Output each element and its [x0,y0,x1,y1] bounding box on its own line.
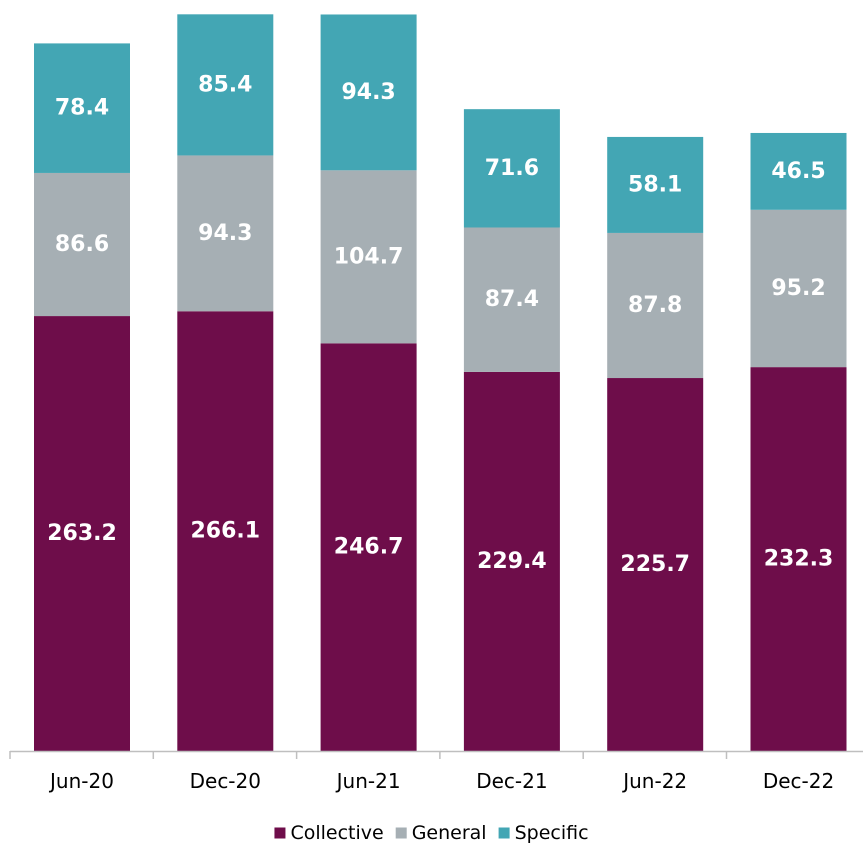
x-tick-label-jun-21: Jun-21 [335,769,401,793]
data-label-collective-jun-20: 263.2 [47,521,117,546]
data-label-collective-dec-22: 232.3 [764,547,834,572]
bar-specific-dec-21 [463,109,560,228]
bar-collective-dec-21 [463,371,560,751]
legend-label-specific: Specific [515,822,589,844]
value-labels-layer: 263.2 86.6 78.4 266.1 94.3 85.4 246.7 104.7 94.3… [47,72,833,577]
data-label-specific-jun-20: 78.4 [55,96,109,121]
data-label-collective-dec-21: 229.4 [477,549,547,574]
data-label-collective-jun-22: 225.7 [620,552,690,577]
data-label-specific-dec-21: 71.6 [485,156,539,181]
bar-collective-dec-20 [177,311,274,751]
x-tick-label-jun-20: Jun-20 [48,769,114,793]
bar-specific-jun-20 [34,43,130,173]
bar-general-dec-21 [463,227,560,372]
legend: Collective General Specific [274,822,589,844]
data-label-specific-jun-22: 58.1 [628,172,682,197]
x-tick-label-dec-20: Dec-20 [190,769,261,793]
bar-collective-dec-22 [750,367,847,751]
x-axis: Jun-20 Dec-20 Jun-21 Dec-21 Jun-22 Dec-22 [9,750,863,793]
legend-swatch-collective [274,827,286,839]
data-label-collective-dec-20: 266.1 [191,519,261,544]
data-label-general-dec-21: 87.4 [485,287,539,312]
bar-collective-jun-20 [34,316,130,751]
data-label-specific-jun-21: 94.3 [341,80,395,105]
legend-label-collective: Collective [290,822,383,844]
data-label-general-dec-22: 95.2 [771,276,825,301]
data-label-general-jun-21: 104.7 [334,244,404,269]
bar-general-dec-22 [750,209,847,368]
bar-general-jun-20 [34,172,130,317]
legend-swatch-general [395,827,407,839]
bar-general-jun-22 [607,232,704,379]
data-label-general-jun-20: 86.6 [55,232,109,257]
bar-general-jun-21 [320,170,417,344]
x-tick-label-dec-21: Dec-21 [476,769,547,793]
data-label-collective-jun-21: 246.7 [334,535,404,560]
legend-swatch-specific [498,827,510,839]
bar-specific-dec-20 [177,14,274,156]
data-label-general-jun-22: 87.8 [628,293,682,318]
bar-specific-jun-22 [607,136,704,233]
bar-specific-dec-22 [750,132,847,210]
bar-general-dec-20 [177,155,274,312]
bar-specific-jun-21 [320,14,417,171]
bars-layer [34,14,847,751]
legend-label-general: General [412,822,487,844]
x-tick-label-jun-22: Jun-22 [621,769,687,793]
bar-collective-jun-21 [320,343,417,751]
bar-collective-jun-22 [607,378,704,751]
data-label-specific-dec-20: 85.4 [198,72,252,97]
data-label-specific-dec-22: 46.5 [771,159,825,184]
x-tick-label-dec-22: Dec-22 [763,769,834,793]
data-label-general-dec-20: 94.3 [198,221,252,246]
